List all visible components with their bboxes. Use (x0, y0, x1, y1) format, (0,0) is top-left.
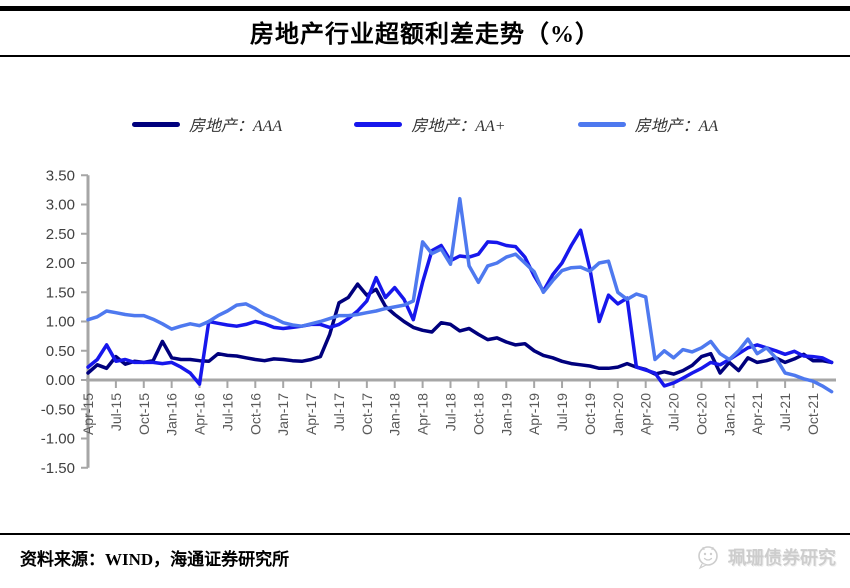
wechat-face-icon (698, 546, 718, 570)
x-axis-tick-label: Oct-17 (359, 393, 375, 435)
y-axis-tick-label: 0.00 (46, 372, 75, 389)
footer: 资料来源：WIND，海通证券研究所 珮珊债券研究 (0, 544, 850, 570)
y-axis-tick-label: 3.50 (46, 167, 75, 184)
legend-item-1: 房地产：AA+ (354, 112, 506, 136)
y-axis-tick-label: 2.50 (46, 226, 75, 243)
x-axis-tick-label: Oct-19 (582, 393, 598, 435)
y-axis-tick-label: -1.50 (41, 460, 75, 477)
x-axis-tick-label: Jan-21 (721, 393, 737, 436)
watermark: 珮珊债券研究 (695, 544, 836, 570)
x-axis-tick-label: Oct-20 (693, 393, 709, 435)
legend-line-swatch-icon (577, 121, 626, 127)
y-axis-tick-label: -1.00 (41, 431, 75, 448)
x-axis-tick-label: Jan-16 (164, 393, 180, 436)
x-axis-tick-label: Oct-15 (136, 393, 152, 435)
series-line-1 (86, 228, 834, 388)
legend-line-swatch-icon (131, 121, 180, 127)
x-axis-tick-label: Jul-15 (108, 393, 124, 431)
x-axis-tick-label: Jul-17 (331, 393, 347, 431)
top-rule (0, 6, 850, 11)
legend-label: 房地产：AA (634, 118, 719, 135)
watermark-text: 珮珊债券研究 (728, 548, 836, 568)
x-axis-tick-label: Jul-21 (777, 393, 793, 431)
x-axis-tick-label: Oct-16 (247, 393, 263, 435)
x-axis-tick-label: Apr-20 (638, 393, 654, 435)
y-axis-tick-label: 0.50 (46, 343, 75, 360)
x-axis-tick-label: Apr-18 (415, 393, 431, 435)
x-axis-tick-label: Jan-19 (498, 393, 514, 436)
x-axis-tick-label: Apr-15 (80, 393, 96, 435)
x-axis-tick-label: Jan-17 (275, 393, 291, 436)
y-axis-tick-label: 1.50 (46, 284, 75, 301)
y-axis-tick-label: 3.00 (46, 197, 75, 214)
footer-divider (0, 533, 850, 535)
legend-line-swatch-icon (354, 121, 403, 127)
title-divider (0, 55, 850, 57)
legend-label: 房地产：AA+ (411, 118, 506, 135)
line-chart: 3.50 3.00 2.50 2.00 1.50 1.00 0.50 0.00 -0.50 -1.… (41, 167, 836, 477)
x-axis-tick-label: Apr-19 (526, 393, 542, 435)
y-axis-tick-label: -0.50 (41, 401, 75, 418)
legend-item-0: 房地产：AAA (131, 112, 283, 136)
x-axis-tick-label: Apr-21 (749, 393, 765, 435)
chart-title: 房地产行业超额利差走势（%） (250, 22, 600, 48)
x-axis-tick-label: Jul-20 (666, 393, 682, 431)
x-axis-tick-label: Apr-16 (192, 393, 208, 435)
series-line-0 (86, 282, 834, 376)
x-axis-tick-label: Jul-19 (554, 393, 570, 431)
x-axis-tick-label: Apr-17 (303, 393, 319, 435)
series-line-2 (86, 196, 834, 394)
chart-legend: 房地产：AAA 房地产：AA+ 房地产：AA (0, 112, 850, 136)
legend-label: 房地产：AAA (188, 118, 283, 135)
x-axis-tick-label: Jan-20 (610, 393, 626, 436)
x-axis-tick-label: Jul-18 (443, 393, 459, 431)
y-axis-tick-label: 2.00 (46, 255, 75, 272)
y-axis-tick-label: 1.00 (46, 314, 75, 331)
x-axis-tick-label: Jul-16 (219, 393, 235, 431)
x-axis-tick-label: Oct-21 (805, 393, 821, 435)
x-axis-tick-label: Oct-18 (470, 393, 486, 435)
source-text: 资料来源：WIND，海通证券研究所 (20, 549, 290, 569)
legend-item-2: 房地产：AA (577, 112, 719, 136)
x-axis-tick-label: Jan-18 (387, 393, 403, 436)
